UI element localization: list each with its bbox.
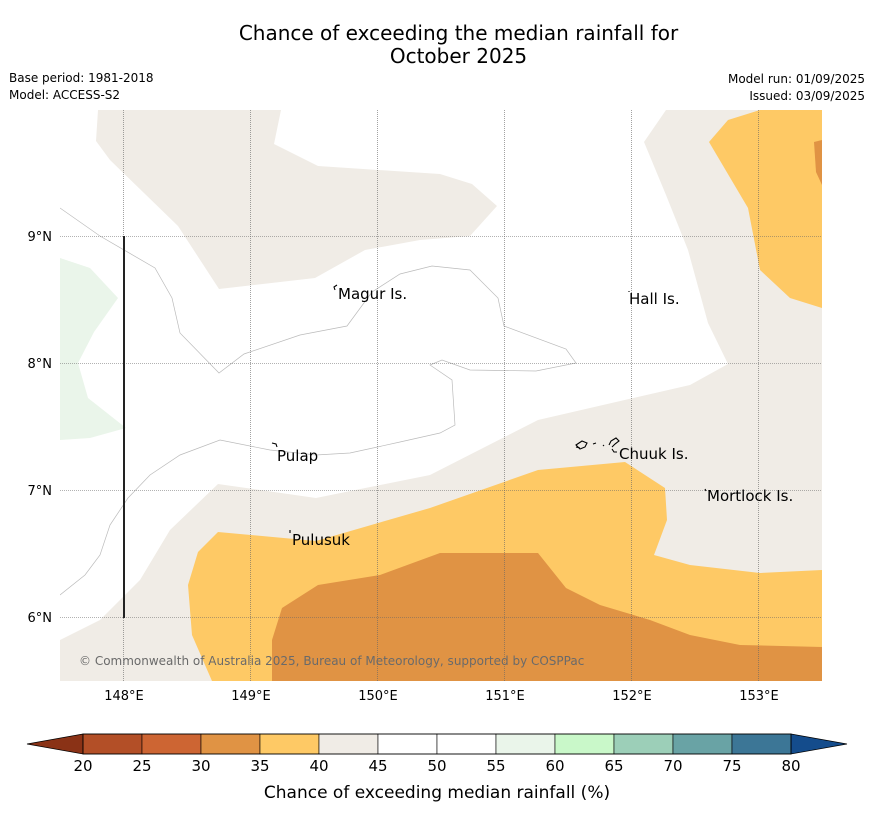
colorbar-tick-label: 50	[427, 757, 446, 775]
lon-label-149e: 149°E	[231, 689, 271, 704]
place-label-magur: Magur Is.	[338, 285, 407, 303]
place-label-pulap: Pulap	[277, 447, 318, 465]
colorbar-tick-label: 25	[132, 757, 151, 775]
region-55-60	[60, 258, 126, 440]
map-title: Chance of exceeding the median rainfall …	[0, 22, 873, 68]
colorbar-tick-label: 65	[604, 757, 623, 775]
lon-label-153e: 153°E	[739, 689, 779, 704]
lat-label-7n: 7°N	[28, 484, 53, 499]
place-label-pulusuk: Pulusuk	[292, 531, 350, 549]
gridlines	[60, 110, 822, 681]
copyright-text: © Commonwealth of Australia 2025, Bureau…	[79, 654, 584, 668]
title-line-2: October 2025	[389, 44, 528, 68]
place-label-hall: Hall Is.	[629, 290, 680, 308]
place-label-mortlock: Mortlock Is.	[707, 487, 793, 505]
colorbar-tick-label: 70	[663, 757, 682, 775]
longitude-labels: 148°E 149°E 150°E 151°E 152°E 153°E	[104, 689, 779, 704]
mortlock-island-shape	[704, 488, 707, 492]
colorbar-segment	[436, 733, 497, 755]
place-label-chuuk: Chuuk Is.	[619, 445, 688, 463]
colorbar-tick-label: 55	[486, 757, 505, 775]
colorbar-segment	[141, 733, 202, 755]
issued-date: Issued: 03/09/2025	[749, 89, 865, 103]
colorbar-segment	[377, 733, 438, 755]
place-labels: Magur Is. Hall Is. Pulap Chuuk Is. Mortl…	[277, 285, 793, 549]
contour-lines	[60, 207, 577, 596]
colorbar-segment	[82, 733, 143, 755]
latitude-labels: 9°N 8°N 7°N 6°N	[28, 230, 53, 626]
lat-label-8n: 8°N	[28, 357, 53, 372]
lon-label-151e: 151°E	[485, 689, 525, 704]
model-name: Model: ACCESS-S2	[9, 88, 121, 102]
magur-island-shape	[333, 284, 338, 291]
model-run-date: Model run: 01/09/2025	[727, 72, 865, 86]
base-period: Base period: 1981-2018	[9, 71, 154, 85]
colorbar-tick-label: 40	[309, 757, 328, 775]
lat-label-6n: 6°N	[28, 611, 53, 626]
map-panel: Magur Is. Hall Is. Pulap Chuuk Is. Mortl…	[60, 110, 822, 681]
colorbar: 20 25 30 35 40 45 50 55 60 65 70 75 80 Chance of exc…	[26, 733, 848, 803]
colorbar-segment	[259, 733, 320, 755]
pulap-island-shape	[271, 442, 278, 448]
colorbar-segment	[200, 733, 261, 755]
colorbar-tick-label: 75	[722, 757, 741, 775]
colorbar-tick-labels: 20 25 30 35 40 45 50 55 60 65 70 75 80	[73, 757, 800, 775]
lon-label-152e: 152°E	[612, 689, 652, 704]
island-outlines	[271, 284, 707, 533]
colorbar-segment	[731, 733, 792, 755]
colorbar-tick-label: 60	[545, 757, 564, 775]
region-40-45-north	[96, 110, 497, 289]
title-line-1: Chance of exceeding the median rainfall …	[238, 21, 679, 45]
lon-label-150e: 150°E	[358, 689, 398, 704]
colorbar-tick-label: 35	[250, 757, 269, 775]
colorbar-segment	[613, 733, 674, 755]
colorbar-segments	[82, 733, 792, 755]
run-info-right: Model run: 01/09/2025 Issued: 03/09/2025	[728, 71, 865, 105]
colorbar-tick-label: 45	[368, 757, 387, 775]
colorbar-label: Chance of exceeding median rainfall (%)	[264, 783, 610, 803]
colorbar-segment	[554, 733, 615, 755]
region-35-40-northeast	[709, 110, 822, 308]
colorbar-frame	[82, 733, 792, 755]
colorbar-segment	[672, 733, 733, 755]
lat-label-9n: 9°N	[28, 230, 53, 245]
colorbar-tick-label: 80	[781, 757, 800, 775]
region-30-35-south	[272, 553, 822, 681]
colorbar-tick-label: 20	[73, 757, 92, 775]
run-info-left: Base period: 1981-2018 Model: ACCESS-S2	[9, 70, 154, 104]
colorbar-segment	[318, 733, 379, 755]
lon-label-148e: 148°E	[104, 689, 144, 704]
colorbar-low-extension	[26, 733, 84, 755]
chuuk-lagoon-shape	[575, 437, 620, 453]
region-30-35-northeast	[814, 140, 822, 185]
colorbar-high-extension	[790, 733, 848, 755]
colorbar-segment	[495, 733, 556, 755]
colorbar-tick-label: 30	[191, 757, 210, 775]
